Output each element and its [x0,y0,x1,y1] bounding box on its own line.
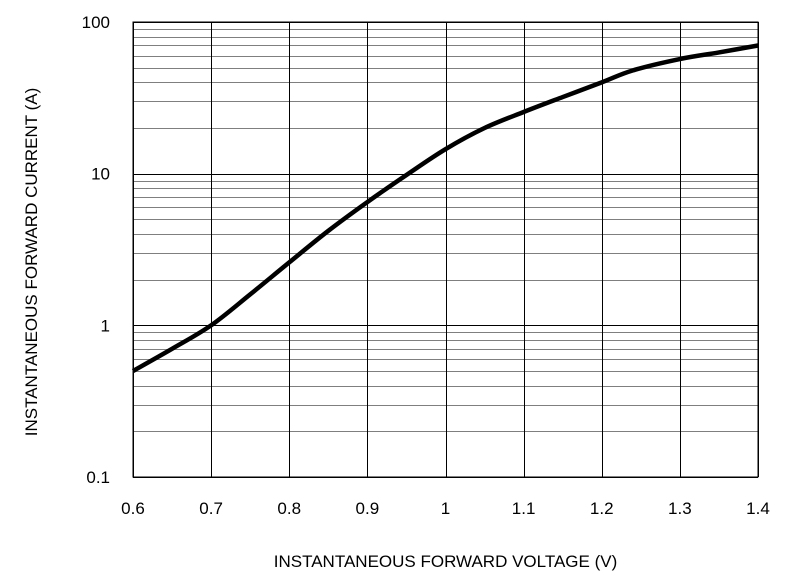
y-tick-labels: 0.1 1 10 100 [82,13,110,487]
x-tick-label: 1 [441,499,450,518]
y-tick-label: 1 [101,316,110,335]
x-axis-title: INSTANTANEOUS FORWARD VOLTAGE (V) [274,552,618,571]
grid [133,22,759,478]
series-line [131,43,759,373]
x-tick-label: 0.8 [277,499,301,518]
x-tick-label: 0.7 [199,499,223,518]
x-tick-label: 0.6 [121,499,145,518]
y-tick-label: 10 [91,165,110,184]
x-tick-label: 1.3 [668,499,692,518]
x-tick-label: 1.4 [746,499,770,518]
plot-frame [132,21,759,478]
x-tick-label: 1.2 [590,499,614,518]
y-tick-label: 100 [82,13,110,32]
y-tick-label: 0.1 [86,468,110,487]
y-axis-title: INSTANTANEOUS FORWARD CURRENT (A) [22,88,41,437]
series-layer [131,43,759,373]
x-tick-label: 0.9 [356,499,380,518]
x-tick-labels: 0.6 0.7 0.8 0.9 1 1.1 1.2 1.3 1.4 [121,499,770,518]
x-tick-label: 1.1 [512,499,536,518]
